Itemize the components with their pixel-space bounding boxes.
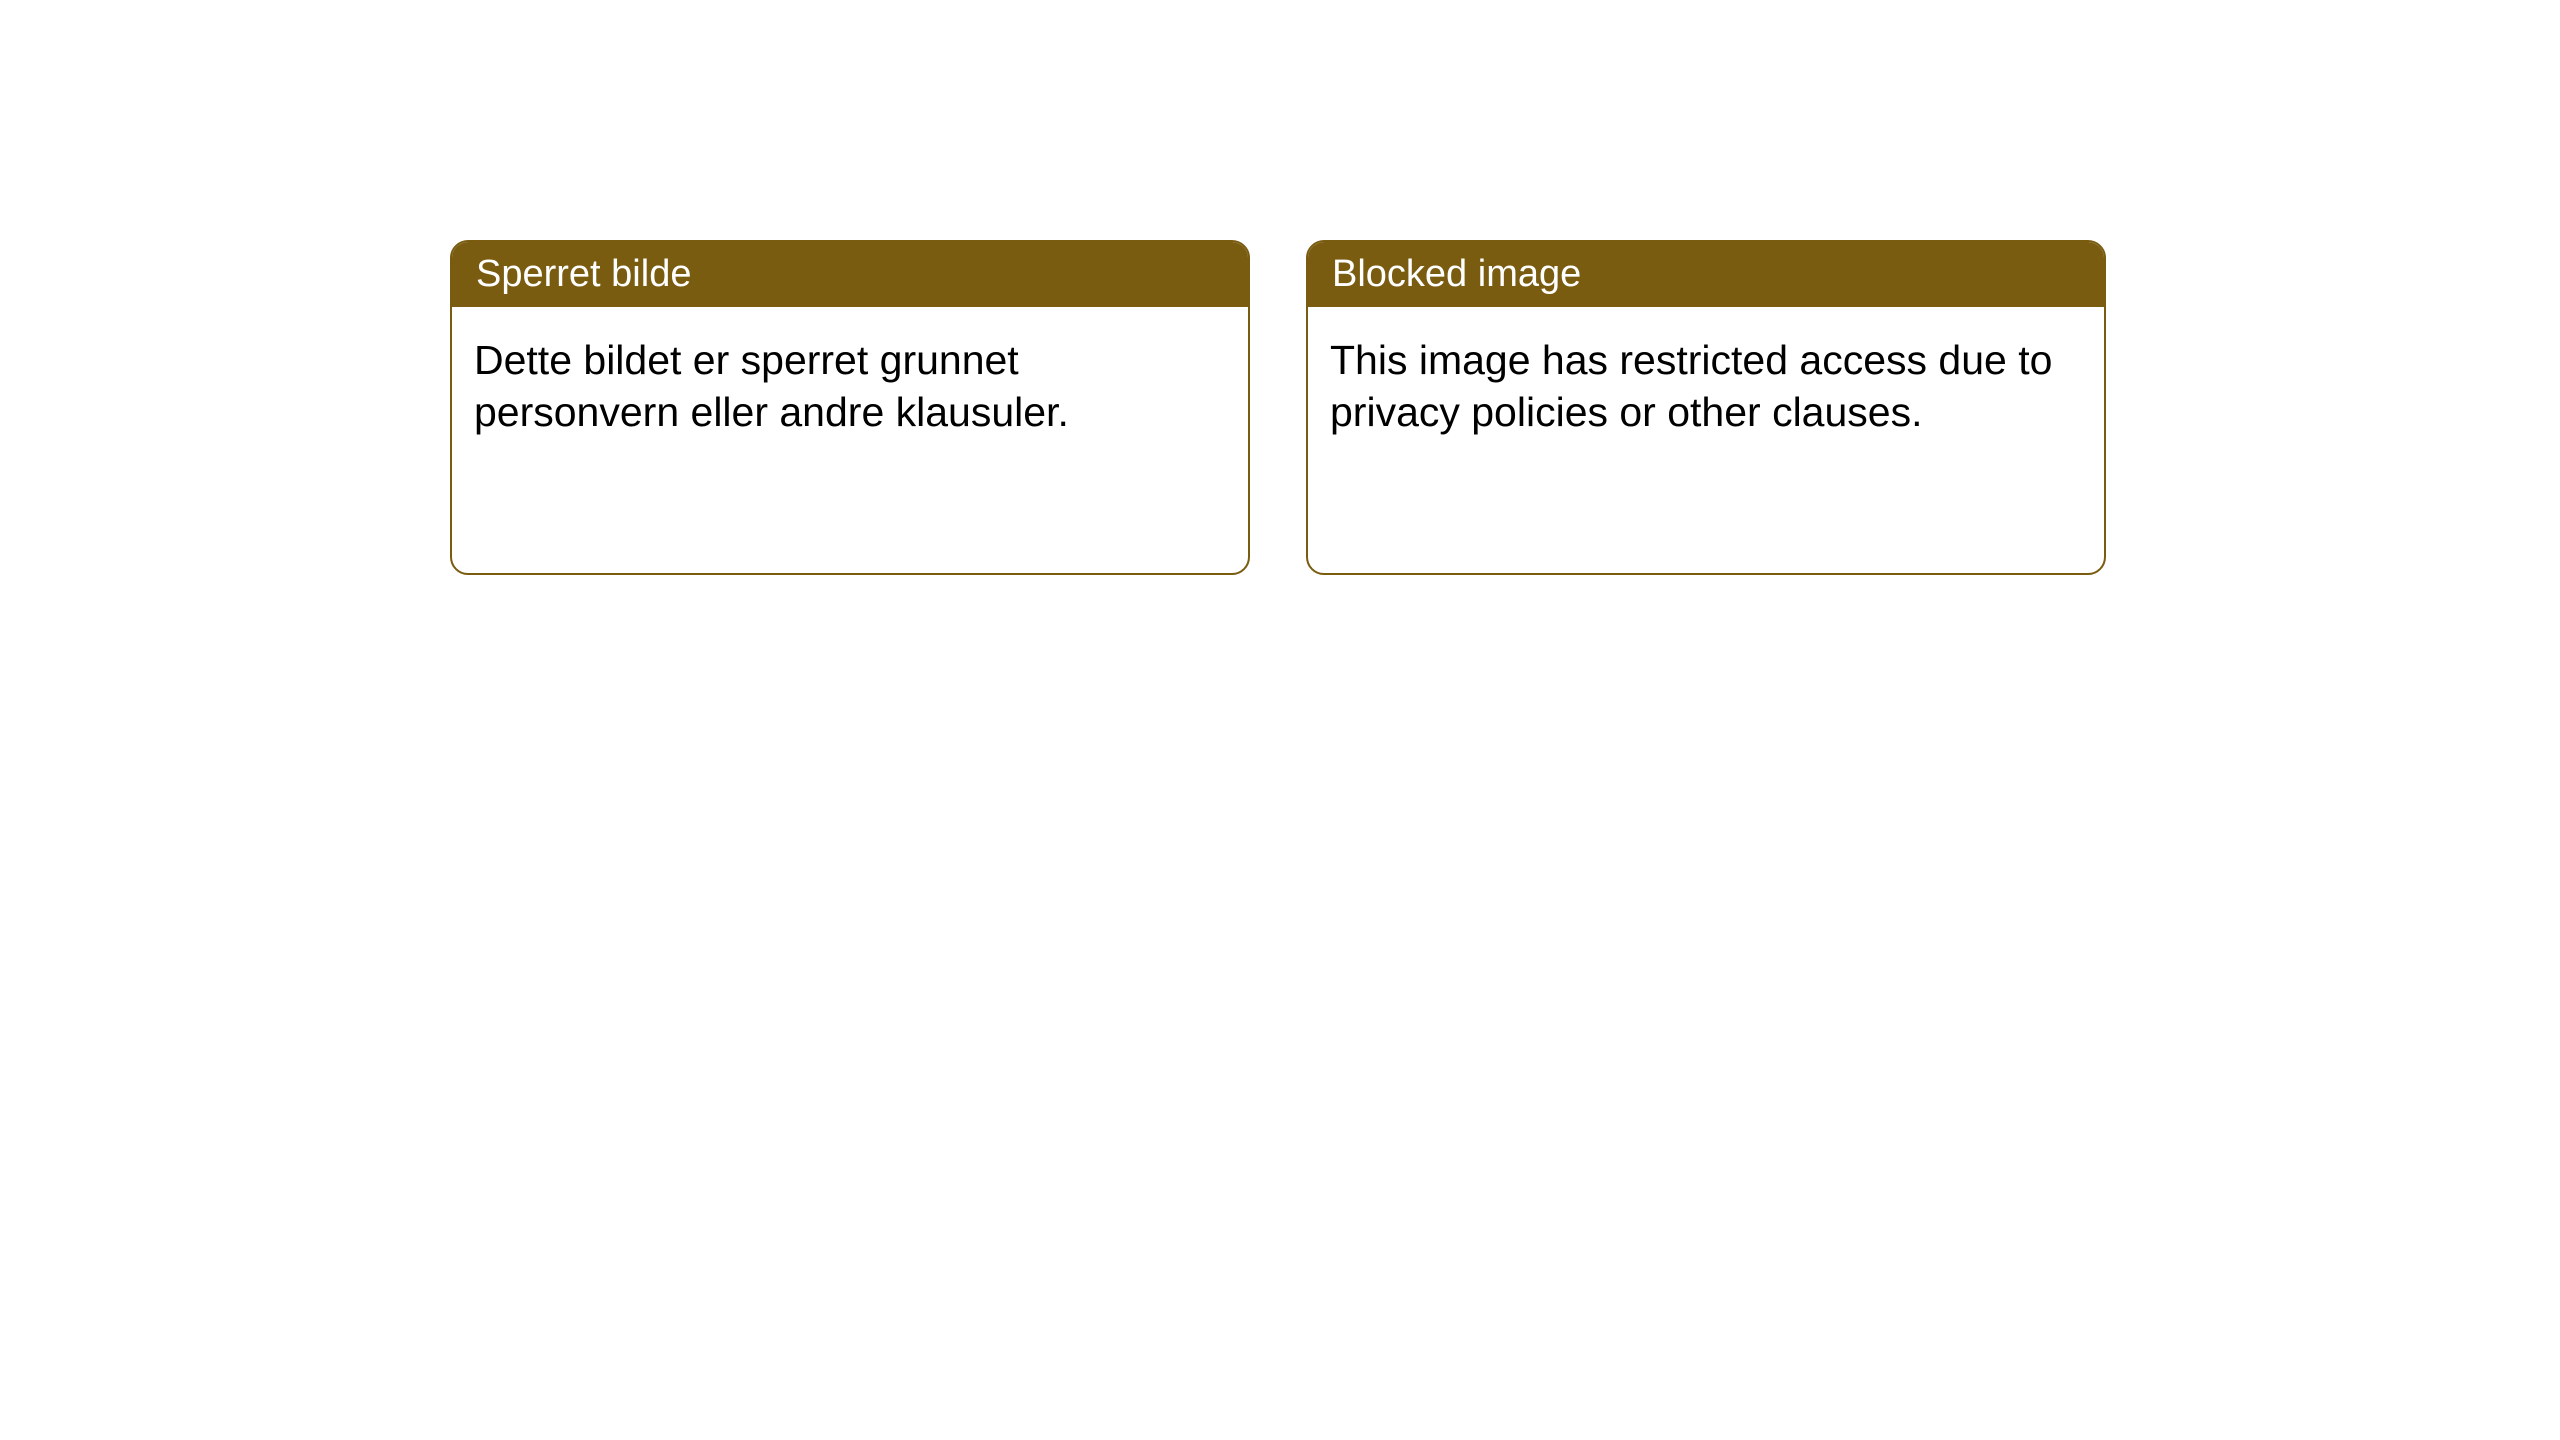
card-body: Dette bildet er sperret grunnet personve… (452, 307, 1248, 438)
notice-card-en: Blocked image This image has restricted … (1306, 240, 2106, 575)
card-header: Sperret bilde (452, 242, 1248, 307)
notice-cards-container: Sperret bilde Dette bildet er sperret gr… (450, 240, 2106, 575)
card-body-text: This image has restricted access due to … (1330, 337, 2052, 434)
card-body: This image has restricted access due to … (1308, 307, 2104, 438)
notice-card-no: Sperret bilde Dette bildet er sperret gr… (450, 240, 1250, 575)
card-body-text: Dette bildet er sperret grunnet personve… (474, 337, 1069, 434)
card-header: Blocked image (1308, 242, 2104, 307)
card-title: Blocked image (1332, 253, 1581, 295)
card-title: Sperret bilde (476, 253, 691, 295)
